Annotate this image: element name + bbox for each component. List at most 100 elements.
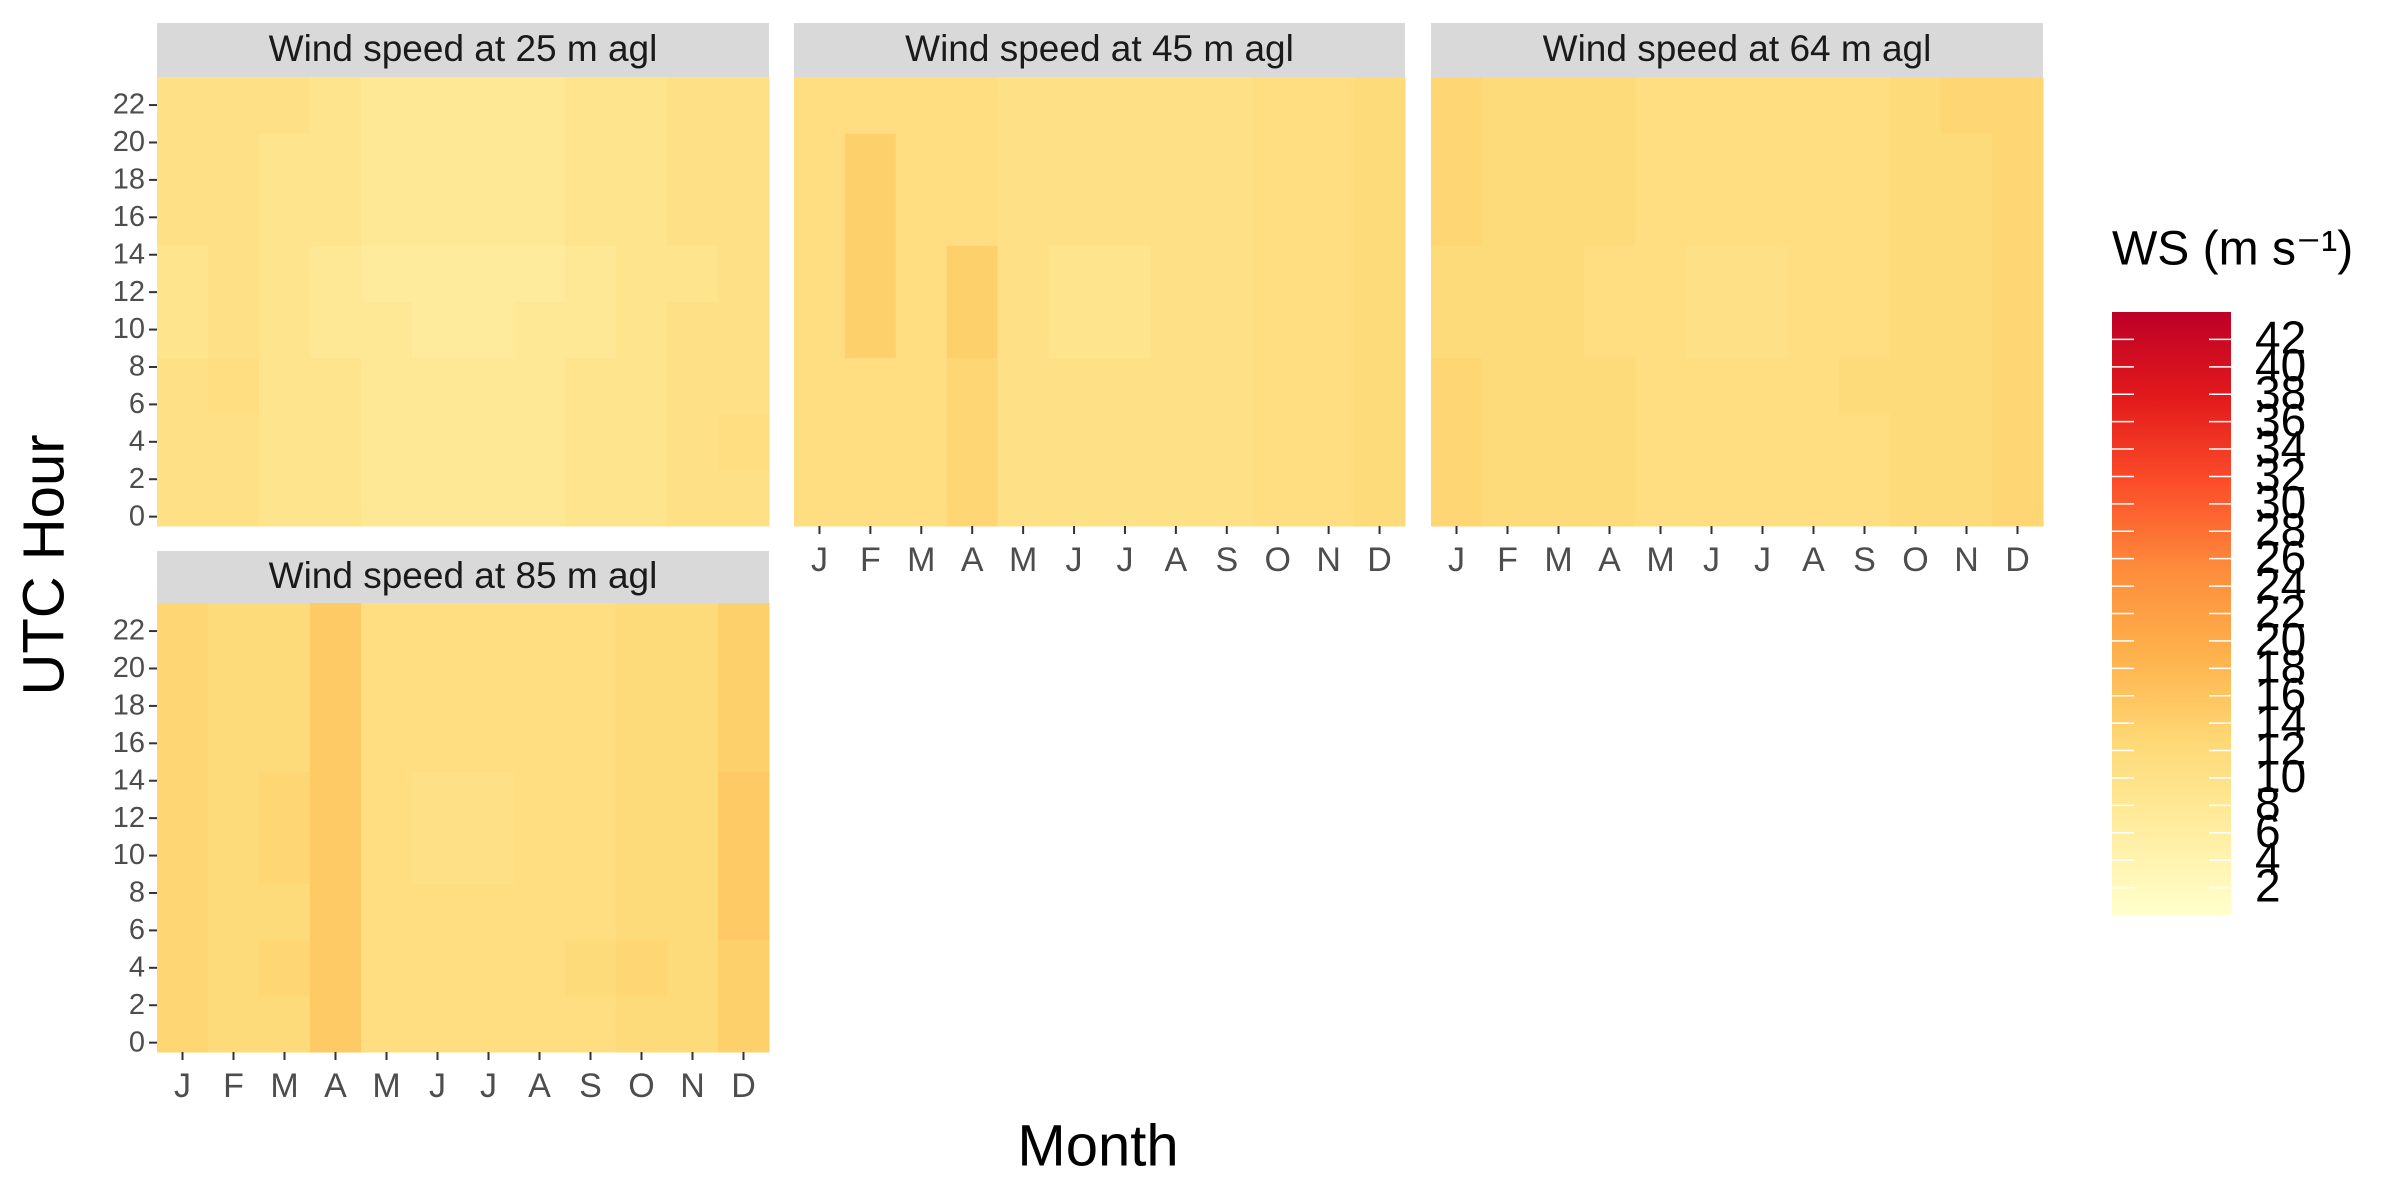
heat-cell xyxy=(667,357,719,415)
heat-cell xyxy=(1201,77,1253,134)
heat-cell xyxy=(1303,413,1355,471)
x-tick-label: F xyxy=(1497,541,1518,579)
y-tick-label: 22 xyxy=(113,615,145,647)
y-tick-label: 18 xyxy=(113,690,145,722)
heat-cell xyxy=(1482,245,1534,302)
heat-cell xyxy=(1584,357,1636,415)
heat-cell xyxy=(463,469,515,527)
heat-cell xyxy=(667,189,719,246)
heat-cell xyxy=(667,883,719,941)
x-tick-label: J xyxy=(1116,541,1133,579)
heat-cell xyxy=(1890,77,1942,134)
heat-cell xyxy=(1099,133,1151,190)
heat-cell xyxy=(1890,469,1942,527)
heat-cell xyxy=(667,603,719,660)
colorbar-tick-label: 26 xyxy=(2255,531,2306,583)
heat-cell xyxy=(718,77,770,134)
heat-cell xyxy=(794,357,846,415)
heat-cell xyxy=(565,603,617,660)
colorbar-tick-label: 38 xyxy=(2255,366,2306,418)
colorbar-tick-label: 28 xyxy=(2255,503,2306,555)
heat-cell xyxy=(997,469,1050,527)
heat-cell xyxy=(412,189,464,246)
heat-cell xyxy=(208,995,260,1053)
heat-cell xyxy=(208,245,260,302)
heat-cell xyxy=(157,827,209,885)
heat-cell xyxy=(310,715,362,772)
heat-cell xyxy=(1890,357,1942,415)
heat-cell xyxy=(616,603,668,660)
heat-cell xyxy=(208,77,260,134)
heat-cell xyxy=(208,715,260,772)
heat-cell xyxy=(1303,77,1355,134)
heat-cell xyxy=(208,133,260,190)
heat-cell xyxy=(514,77,566,134)
heat-cell xyxy=(1533,413,1585,471)
heat-cell xyxy=(1941,357,1993,415)
heat-cell xyxy=(718,603,770,660)
heat-cell xyxy=(565,189,617,246)
heat-cell xyxy=(1354,301,1406,359)
heat-cell xyxy=(310,827,362,885)
heat-cell xyxy=(1635,133,1687,190)
strip xyxy=(1431,23,2043,77)
legend-title: WS (m s⁻¹) xyxy=(2112,223,2353,276)
x-tick-label: A xyxy=(1165,541,1188,579)
heat-cell xyxy=(616,827,668,885)
heat-cell xyxy=(463,77,515,134)
heat-cell xyxy=(946,245,999,302)
colorbar-tick-label: 40 xyxy=(2255,339,2306,391)
heat-cell xyxy=(1533,245,1585,302)
heat-cell xyxy=(1941,133,1993,190)
heat-cell xyxy=(1354,189,1406,246)
panel-title: Wind speed at 64 m agl xyxy=(1543,28,1932,69)
heat-cell xyxy=(718,133,770,190)
heat-cell xyxy=(1252,245,1304,302)
heat-cell xyxy=(1099,469,1151,527)
heat-cell xyxy=(259,189,311,246)
heat-cell xyxy=(361,133,413,190)
heat-cell xyxy=(361,245,413,302)
heat-cell xyxy=(1150,413,1202,471)
x-tick-label: D xyxy=(731,1067,756,1105)
heat-cell xyxy=(667,133,719,190)
heat-cell xyxy=(1737,469,1789,527)
x-tick-label: M xyxy=(1646,541,1674,579)
heat-cell xyxy=(1737,77,1789,134)
heat-cell xyxy=(463,413,515,471)
heat-cell xyxy=(157,995,209,1053)
x-tick-label: O xyxy=(628,1067,654,1105)
heat-cell xyxy=(667,939,719,997)
heat-cell xyxy=(412,301,464,359)
heat-cell xyxy=(259,939,311,997)
heat-cell xyxy=(718,469,770,527)
heat-cell xyxy=(844,77,897,134)
heat-cell xyxy=(895,77,948,134)
heat-cell xyxy=(1201,301,1253,359)
heat-cell xyxy=(208,189,260,246)
heat-cell xyxy=(208,413,260,471)
heat-cell xyxy=(1303,357,1355,415)
heat-cell xyxy=(1201,413,1253,471)
heat-cell xyxy=(794,189,846,246)
heat-cell xyxy=(1635,77,1687,134)
heat-cell xyxy=(718,771,770,828)
heat-cell xyxy=(259,133,311,190)
heat-cell xyxy=(1686,357,1738,415)
heat-cell xyxy=(1584,133,1636,190)
y-tick-label: 20 xyxy=(113,126,145,158)
x-tick-label: M xyxy=(907,541,935,579)
heat-cell xyxy=(463,603,515,660)
heat-cell xyxy=(1584,245,1636,302)
heat-cell xyxy=(1737,357,1789,415)
heat-cell xyxy=(412,469,464,527)
heat-cell xyxy=(1099,357,1151,415)
heat-cell xyxy=(946,133,999,190)
heat-cell xyxy=(1533,301,1585,359)
heat-cell xyxy=(1099,245,1151,302)
heat-cell xyxy=(1482,469,1534,527)
heat-cell xyxy=(844,189,897,246)
x-tick-label: F xyxy=(223,1067,244,1105)
heat-cell xyxy=(208,659,260,716)
heat-cell xyxy=(310,603,362,660)
